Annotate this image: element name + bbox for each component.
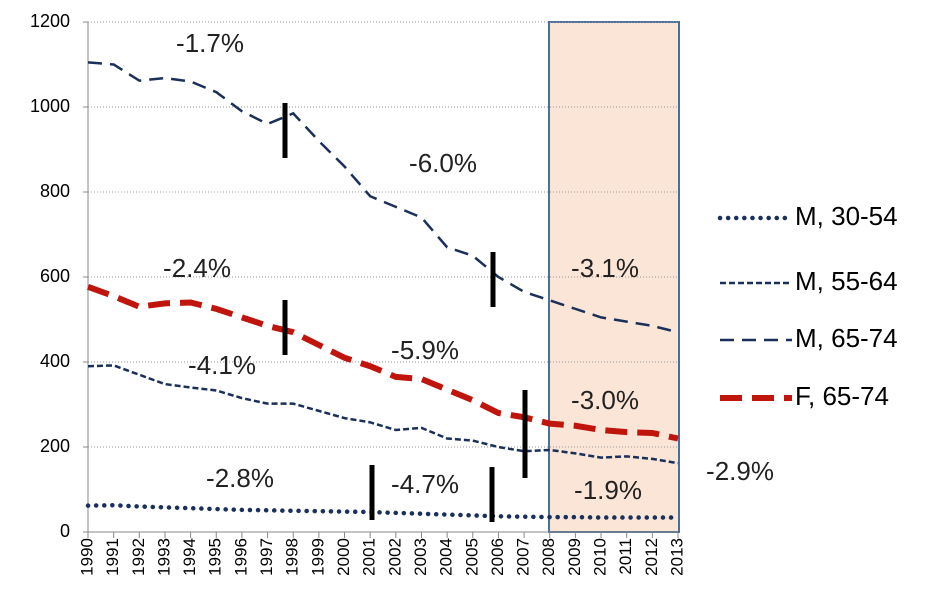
x-tick-label: 1993 (154, 538, 173, 576)
x-tick-label: 2012 (642, 538, 661, 576)
y-tick-label: 1200 (30, 11, 70, 31)
series-line (86, 283, 679, 442)
annotation: -2.4% (163, 253, 231, 283)
annotation: -4.1% (188, 350, 256, 380)
x-tick-label: 2005 (462, 538, 481, 576)
series-line (87, 364, 679, 465)
x-tick-label: 1991 (103, 538, 122, 576)
annotation: -2.9% (706, 456, 774, 486)
y-tick-label: 600 (40, 266, 70, 286)
x-tick-label: 1999 (308, 538, 327, 576)
x-tick-label: 1996 (231, 538, 250, 576)
x-tick-label: 1997 (257, 538, 276, 576)
x-tick-label: 1994 (180, 538, 199, 576)
annotation: -1.7% (176, 28, 244, 58)
x-tick-label: 1992 (129, 538, 148, 576)
x-tick-label: 2009 (565, 538, 584, 576)
x-tick-label: 1998 (283, 538, 302, 576)
x-tick-label: 2008 (539, 538, 558, 576)
series-line (87, 61, 679, 334)
y-tick-label: 1000 (30, 96, 70, 116)
y-tick-label: 400 (40, 351, 70, 371)
annotation: -3.0% (571, 385, 639, 415)
x-tick-label: 2011 (616, 538, 635, 575)
x-tick-label: 2004 (437, 538, 456, 576)
x-tick-label: 2006 (488, 538, 507, 576)
x-tick-label: 2003 (411, 538, 430, 576)
legend-label: M, 65-74 (795, 323, 898, 353)
x-tick-label: 1995 (206, 538, 225, 576)
x-tick-label: 2007 (514, 538, 533, 576)
series-line (85, 502, 681, 520)
legend-label: M, 30-54 (795, 201, 898, 231)
x-tick-label: 2001 (360, 538, 379, 576)
annotation: -5.9% (391, 335, 459, 365)
y-tick-label: 800 (40, 181, 70, 201)
x-tick-label: 2013 (667, 538, 686, 576)
annotation: -2.8% (206, 463, 274, 493)
legend-label: F, 65-74 (795, 381, 889, 411)
x-tick-label: 2000 (334, 538, 353, 576)
legend-label: M, 55-64 (795, 266, 898, 296)
y-tick-label: 0 (60, 521, 70, 541)
x-tick-label: 1990 (77, 538, 96, 576)
annotation: -3.1% (571, 253, 639, 283)
annotation: -1.9% (574, 475, 642, 505)
annotation: -6.0% (409, 148, 477, 178)
x-tick-label: 2002 (385, 538, 404, 576)
annotation: -4.7% (391, 469, 459, 499)
x-tick-label: 2010 (591, 538, 610, 576)
y-tick-label: 200 (40, 436, 70, 456)
